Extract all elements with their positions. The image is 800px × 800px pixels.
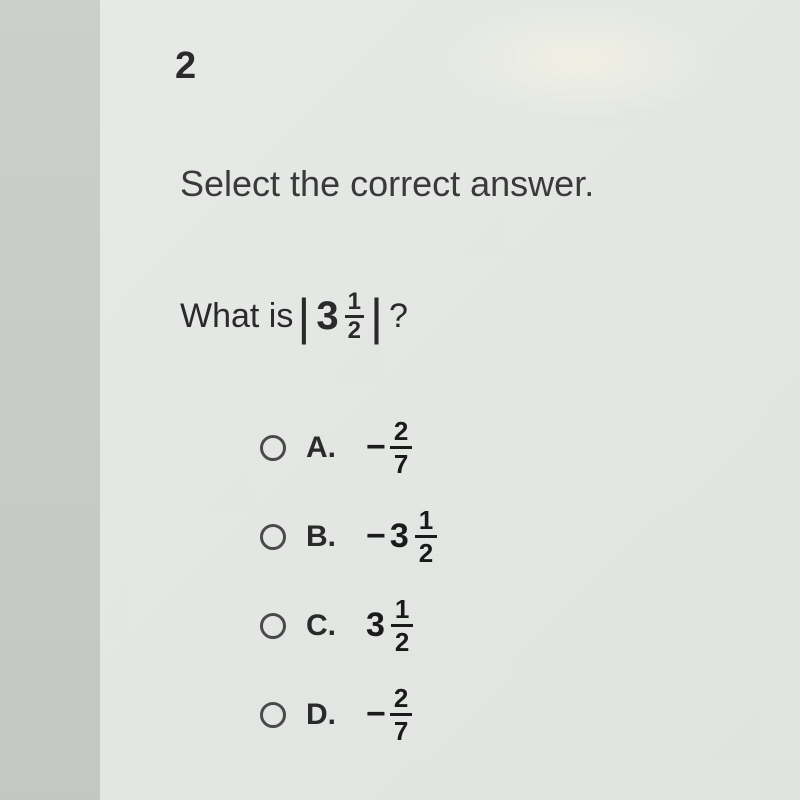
option-letter: B. [306, 520, 366, 554]
absolute-value-expression: | 3 1 2 | [297, 290, 383, 343]
radio-icon[interactable] [260, 524, 286, 550]
option-value: 3 1 2 [366, 596, 413, 655]
option-value: − 3 1 2 [366, 507, 437, 566]
numerator: 1 [415, 507, 437, 538]
fraction: 2 7 [390, 685, 412, 744]
numerator: 1 [391, 596, 413, 627]
radio-icon[interactable] [260, 435, 286, 461]
whole-part: 3 [366, 606, 385, 645]
option-letter: A. [306, 431, 366, 465]
answer-options: A. − 2 7 B. − 3 1 2 C. [260, 418, 750, 744]
fraction: 2 7 [390, 418, 412, 477]
mixed-number: 3 1 2 [316, 290, 364, 343]
question-mark: ? [389, 297, 408, 336]
left-margin [0, 0, 100, 800]
whole-part: 3 [390, 517, 409, 556]
option-c[interactable]: C. 3 1 2 [260, 596, 750, 655]
fraction: 1 2 [391, 596, 413, 655]
denominator: 2 [415, 538, 437, 566]
option-d[interactable]: D. − 2 7 [260, 685, 750, 744]
instruction-text: Select the correct answer. [180, 163, 750, 205]
option-letter: D. [306, 698, 366, 732]
denominator: 2 [391, 627, 413, 655]
option-value: − 2 7 [366, 685, 412, 744]
minus-sign: − [366, 428, 386, 467]
denominator: 2 [345, 318, 364, 343]
radio-icon[interactable] [260, 613, 286, 639]
question-text: What is | 3 1 2 | ? [180, 290, 750, 343]
fraction: 1 2 [415, 507, 437, 566]
numerator: 2 [390, 418, 412, 449]
numerator: 1 [345, 290, 364, 318]
option-letter: C. [306, 609, 366, 643]
question-prefix: What is [180, 297, 293, 336]
fraction-part: 1 2 [345, 290, 364, 343]
abs-bar-left: | [297, 292, 310, 342]
option-value: − 2 7 [366, 418, 412, 477]
denominator: 7 [390, 716, 412, 744]
option-b[interactable]: B. − 3 1 2 [260, 507, 750, 566]
question-number: 2 [175, 45, 750, 88]
minus-sign: − [366, 695, 386, 734]
numerator: 2 [390, 685, 412, 716]
whole-part: 3 [316, 294, 338, 339]
radio-icon[interactable] [260, 702, 286, 728]
question-panel: 2 Select the correct answer. What is | 3… [100, 0, 800, 800]
abs-bar-right: | [370, 292, 383, 342]
denominator: 7 [390, 449, 412, 477]
minus-sign: − [366, 517, 386, 556]
option-a[interactable]: A. − 2 7 [260, 418, 750, 477]
